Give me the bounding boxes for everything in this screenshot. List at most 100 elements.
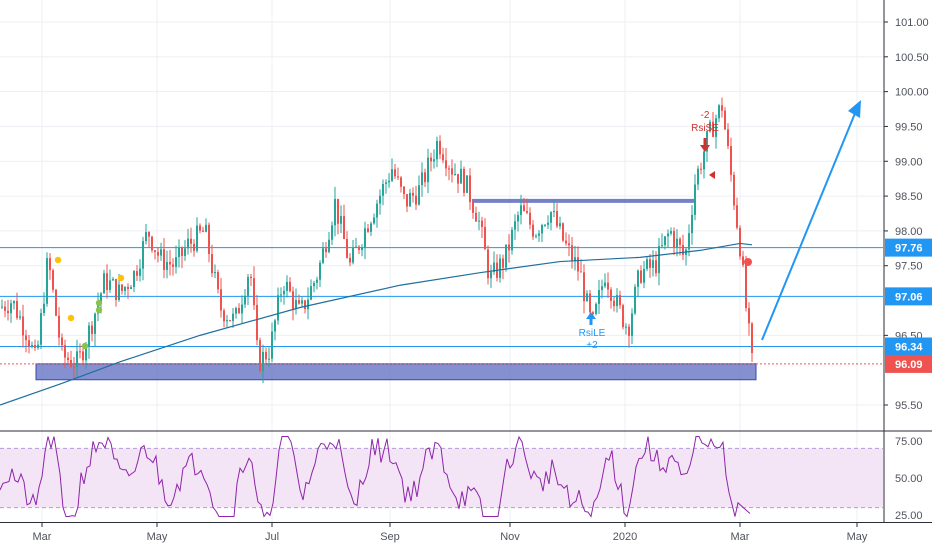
candle-body	[145, 232, 147, 242]
candle-body	[196, 225, 198, 251]
candle-body	[349, 257, 351, 263]
candle-body	[1, 306, 3, 308]
candle-body	[463, 168, 465, 193]
candle-body	[727, 129, 729, 147]
candle-body	[631, 313, 633, 336]
y-tick-label: 99.50	[895, 121, 923, 133]
candle-body	[43, 303, 45, 314]
candle-body	[736, 205, 738, 228]
candle-body	[232, 313, 234, 321]
candle-body	[382, 183, 384, 196]
candle-body	[364, 228, 366, 248]
x-tick-label: Mar	[33, 531, 52, 543]
candle-body	[118, 284, 120, 301]
candle-body	[616, 295, 618, 307]
candle-body	[478, 220, 480, 222]
candle-body	[223, 310, 225, 322]
candle-body	[550, 212, 552, 223]
candle-body	[355, 246, 357, 248]
y-tick-label: 100.50	[895, 52, 929, 64]
candle-body	[181, 247, 183, 256]
candle-body	[115, 279, 117, 301]
candle-body	[55, 289, 57, 316]
signal-dot-icon	[117, 274, 125, 282]
candle-body	[310, 286, 312, 300]
candle-body	[577, 257, 579, 272]
candle-body	[91, 325, 93, 334]
candle-body	[52, 270, 54, 290]
candle-body	[445, 160, 447, 169]
candle-body	[229, 320, 231, 322]
candle-body	[628, 326, 630, 336]
level-badge-label: 97.76	[895, 243, 923, 255]
candle-body	[286, 281, 288, 291]
candle-body	[34, 345, 36, 348]
projection-arrowhead-icon	[848, 100, 861, 118]
candle-body	[655, 260, 657, 274]
candle-body	[430, 157, 432, 162]
candle-body	[184, 248, 186, 256]
x-tick-label: Nov	[500, 531, 520, 543]
candle-body	[649, 259, 651, 268]
candle-body	[259, 340, 261, 371]
signal-dot-icon	[95, 299, 103, 307]
candle-body	[409, 192, 411, 207]
y-tick-label: 99.00	[895, 156, 923, 168]
candle-body	[88, 325, 90, 347]
y-tick-label: 98.50	[895, 191, 923, 203]
candle-body	[706, 131, 708, 152]
rsi-long-arrow-icon	[586, 312, 596, 325]
candle-body	[682, 244, 684, 255]
candle-body	[268, 358, 270, 360]
rsi-band-fill	[0, 448, 883, 508]
candle-body	[598, 289, 600, 304]
candle-body	[67, 357, 69, 361]
candle-body	[613, 300, 615, 307]
candle-body	[175, 257, 177, 267]
candle-body	[604, 282, 606, 287]
projection-arrow	[761, 105, 859, 341]
candle-body	[565, 240, 567, 244]
candle-body	[205, 224, 207, 232]
candle-body	[247, 276, 249, 296]
candle-body	[193, 243, 195, 251]
candle-body	[385, 182, 387, 184]
candle-body	[505, 244, 507, 268]
candle-body	[154, 250, 156, 252]
candle-body	[586, 293, 588, 302]
rsi-tick-label: 25.00	[895, 510, 923, 522]
candle-body	[571, 245, 573, 262]
x-tick-label: May	[847, 531, 868, 543]
candle-body	[358, 246, 360, 250]
rsi-short-sublabel: RsiSE	[691, 123, 719, 134]
candle-body	[412, 192, 414, 196]
candle-body	[601, 286, 603, 290]
candle-body	[532, 224, 534, 237]
candle-body	[313, 282, 315, 287]
resistance-zone	[472, 198, 694, 203]
candle-body	[340, 216, 342, 224]
candle-body	[226, 320, 228, 322]
candle-body	[391, 169, 393, 181]
candle-body	[295, 300, 297, 309]
rsi-polyline	[0, 435, 751, 518]
candle-body	[199, 225, 201, 231]
candle-body	[4, 306, 6, 311]
candle-body	[742, 256, 744, 265]
candle-body	[256, 305, 258, 341]
candle-body	[625, 326, 627, 328]
candle-body	[307, 299, 309, 310]
candle-body	[157, 251, 159, 256]
candle-body	[19, 316, 21, 318]
candle-body	[7, 310, 9, 314]
candle-body	[490, 271, 492, 279]
candle-body	[82, 351, 84, 361]
candle-body	[274, 320, 276, 332]
candle-body	[502, 258, 504, 268]
candle-body	[40, 313, 42, 345]
candle-body	[712, 121, 714, 137]
candle-body	[190, 238, 192, 244]
candle-body	[106, 273, 108, 290]
